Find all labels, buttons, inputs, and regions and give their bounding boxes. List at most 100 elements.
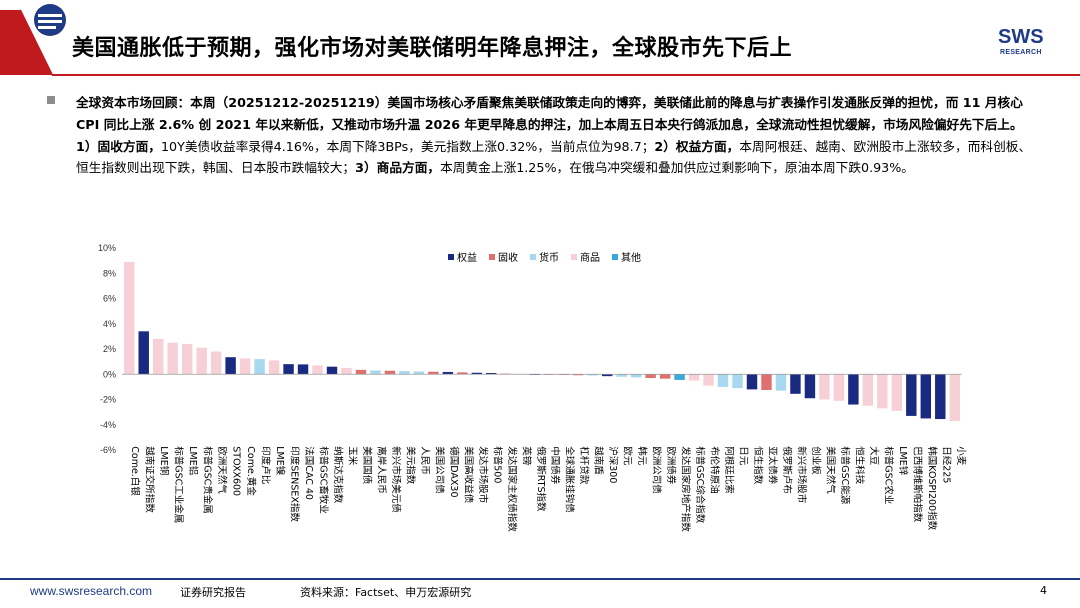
category-label: LME铜 bbox=[158, 446, 170, 475]
footer-source: 资料来源：Factset、申万宏源研究 bbox=[300, 586, 472, 599]
category-label: Come.黄金 bbox=[245, 446, 257, 496]
legend-swatch bbox=[530, 254, 536, 260]
bar bbox=[326, 366, 338, 375]
bar bbox=[572, 374, 584, 376]
bar bbox=[341, 367, 352, 375]
y-tick-label: 10% bbox=[98, 243, 116, 253]
bar bbox=[399, 371, 410, 375]
legend-swatch bbox=[448, 254, 454, 260]
bar bbox=[254, 359, 265, 375]
logo-text: SWS bbox=[998, 26, 1044, 48]
summary-part: 全球资本市场回顾：本周（20251212-20251219）美国市场核心矛盾聚焦… bbox=[76, 95, 1023, 154]
bullet-square bbox=[47, 96, 55, 104]
footer-url-link[interactable]: www.swsresearch.com bbox=[30, 584, 153, 598]
category-label: 离岸人民币 bbox=[375, 446, 387, 494]
category-label: 美国公司债 bbox=[433, 446, 445, 494]
category-label: 越南证交所指数 bbox=[144, 446, 156, 513]
category-label: 印度SENSEX指数 bbox=[289, 446, 301, 522]
summary-part: 2）权益方面， bbox=[654, 138, 740, 154]
category-label: 俄罗斯RTS指数 bbox=[535, 446, 547, 512]
bar bbox=[471, 372, 483, 375]
bar bbox=[949, 374, 960, 421]
category-label: 巴西博维斯帕指数 bbox=[911, 446, 923, 523]
bar bbox=[630, 374, 642, 378]
bar bbox=[761, 374, 772, 391]
bar bbox=[428, 371, 439, 375]
bar bbox=[486, 372, 497, 375]
bar bbox=[587, 374, 598, 376]
bar bbox=[688, 374, 700, 381]
summary-paragraph: 全球资本市场回顾：本周（20251212-20251219）美国市场核心矛盾聚焦… bbox=[76, 92, 1034, 179]
category-label: 英镑 bbox=[520, 446, 532, 465]
category-label: 玉米 bbox=[346, 446, 358, 466]
category-label: 标普500 bbox=[491, 446, 503, 483]
bar bbox=[152, 338, 164, 375]
bar bbox=[848, 374, 859, 405]
category-label: 韩国KOSPI200指数 bbox=[926, 446, 938, 530]
legend-label: 其他 bbox=[621, 251, 641, 264]
header-banner bbox=[0, 9, 1080, 76]
bar bbox=[384, 370, 396, 375]
category-label: 标普GSC工业金属 bbox=[173, 446, 185, 523]
bar bbox=[210, 351, 222, 375]
category-label: 小麦 bbox=[955, 446, 967, 466]
y-tick-label: 8% bbox=[103, 268, 116, 278]
legend-swatch bbox=[571, 254, 577, 260]
category-label: 标普GSC能源 bbox=[839, 446, 851, 505]
category-label: 恒生指数 bbox=[752, 446, 764, 485]
bar bbox=[790, 374, 801, 394]
category-label: 印度卢比 bbox=[260, 446, 272, 484]
y-tick-label: -6% bbox=[100, 445, 116, 455]
category-label: 欧元 bbox=[622, 446, 634, 466]
bar bbox=[935, 374, 946, 420]
y-tick-label: -4% bbox=[100, 420, 116, 430]
y-tick-label: 2% bbox=[103, 344, 116, 354]
bar bbox=[124, 261, 135, 375]
category-label: 恒生科技 bbox=[853, 446, 865, 485]
category-label: 布伦特原油 bbox=[709, 446, 721, 494]
category-label: 标普GSC畜牧业 bbox=[318, 446, 330, 514]
bar bbox=[862, 374, 874, 406]
bar bbox=[239, 358, 251, 375]
category-label: 标普GSC综合指数 bbox=[694, 446, 706, 524]
bar bbox=[717, 374, 729, 387]
bar bbox=[196, 347, 207, 375]
category-label: 美国天然气 bbox=[824, 446, 836, 494]
bar bbox=[775, 374, 787, 391]
category-label: 美元指数 bbox=[404, 446, 416, 485]
bar bbox=[167, 342, 178, 375]
bar bbox=[370, 370, 381, 375]
page-number: 4 bbox=[1040, 584, 1047, 597]
bar bbox=[732, 374, 743, 389]
category-label: 德国DAX30 bbox=[448, 446, 460, 497]
category-label: 越南盾 bbox=[593, 446, 605, 475]
y-tick-label: -2% bbox=[100, 395, 116, 405]
category-label: Come.白银 bbox=[129, 446, 141, 496]
category-label: 发达国家房地产指数 bbox=[680, 446, 692, 532]
summary-part: 本周阿根廷、越南、欧洲股市上涨较多，而科创板、恒生指数则出现下跌，韩国、日本股市… bbox=[76, 138, 1032, 176]
category-label: 日经225 bbox=[940, 446, 952, 483]
footer-doc-type: 证券研究报告 bbox=[180, 586, 246, 599]
bar bbox=[906, 374, 917, 416]
category-label: LME铝 bbox=[187, 446, 199, 475]
category-label: 欧洲天然气 bbox=[216, 446, 228, 494]
bar bbox=[804, 374, 816, 399]
bar bbox=[283, 364, 294, 375]
bar bbox=[312, 365, 323, 375]
bar bbox=[181, 343, 193, 375]
bar bbox=[268, 360, 280, 375]
legend-label: 权益 bbox=[457, 251, 477, 264]
legend-swatch bbox=[612, 254, 618, 260]
bar bbox=[138, 331, 149, 375]
category-label: 大豆 bbox=[868, 446, 880, 465]
bar bbox=[645, 374, 656, 379]
bar bbox=[616, 374, 627, 377]
category-label: 标普GSC贵金属 bbox=[202, 446, 214, 514]
legend-label: 固收 bbox=[498, 251, 518, 264]
category-label: 俄罗斯卢布 bbox=[781, 446, 793, 494]
category-label: 中国债券 bbox=[549, 446, 561, 485]
category-label: 标普GSC农业 bbox=[882, 446, 894, 504]
category-label: 阿根廷比索 bbox=[723, 446, 735, 494]
category-label: 法国CAC 40 bbox=[303, 446, 315, 500]
category-label: 亚太债券 bbox=[766, 446, 778, 485]
